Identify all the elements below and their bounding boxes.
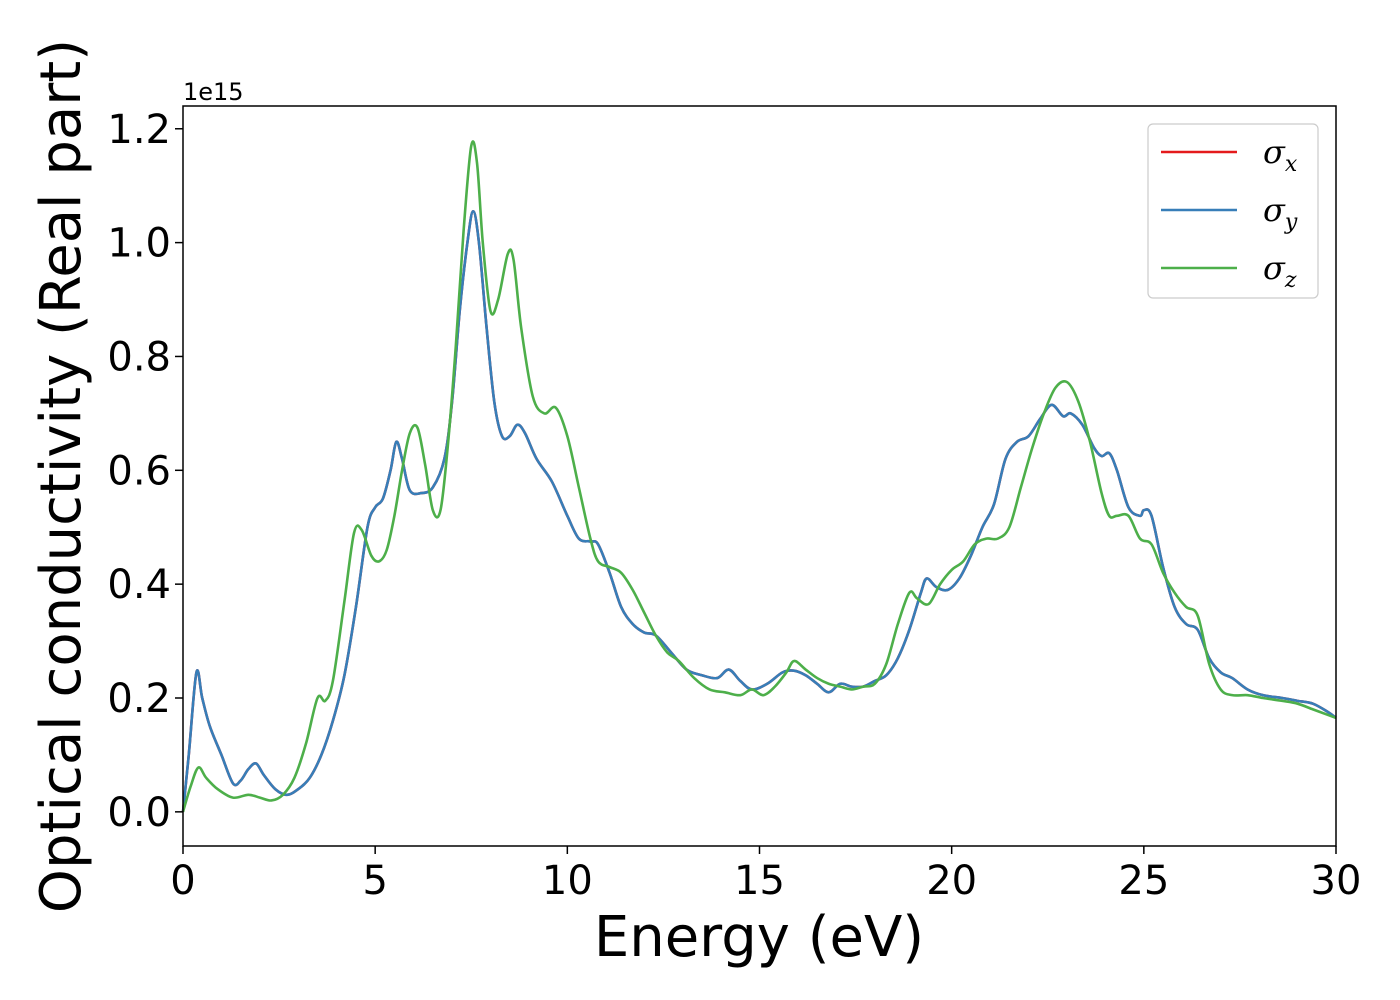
series-layer xyxy=(181,140,1337,813)
y-tick-label: 0.4 xyxy=(107,562,171,608)
x-tick-label: 25 xyxy=(1118,858,1169,904)
series-line-y xyxy=(181,210,1337,812)
x-tick-label: 30 xyxy=(1311,858,1362,904)
x-tick-label: 15 xyxy=(734,858,785,904)
x-tick-label: 10 xyxy=(542,858,593,904)
y-axis: 0.0 0.2 0.4 0.6 0.8 1.0 1.2 xyxy=(107,107,183,836)
x-tick-label: 0 xyxy=(170,858,195,904)
y-tick-label: 0.8 xyxy=(107,334,171,380)
y-tick-label: 0.2 xyxy=(107,676,171,722)
y-tick-label: 0.0 xyxy=(107,790,171,836)
x-axis: 0 5 10 15 20 25 30 xyxy=(170,846,1361,904)
y-offset-label: 1e15 xyxy=(183,78,244,106)
series-line-z xyxy=(181,140,1337,813)
y-tick-label: 1.0 xyxy=(107,221,171,267)
x-tick-label: 5 xyxy=(362,858,387,904)
x-axis-label: Energy (eV) xyxy=(594,905,924,970)
x-tick-label: 20 xyxy=(926,858,977,904)
y-tick-label: 1.2 xyxy=(107,107,171,153)
y-axis-label: Optical conductivity (Real part) xyxy=(29,39,94,913)
y-tick-label: 0.6 xyxy=(107,448,171,494)
